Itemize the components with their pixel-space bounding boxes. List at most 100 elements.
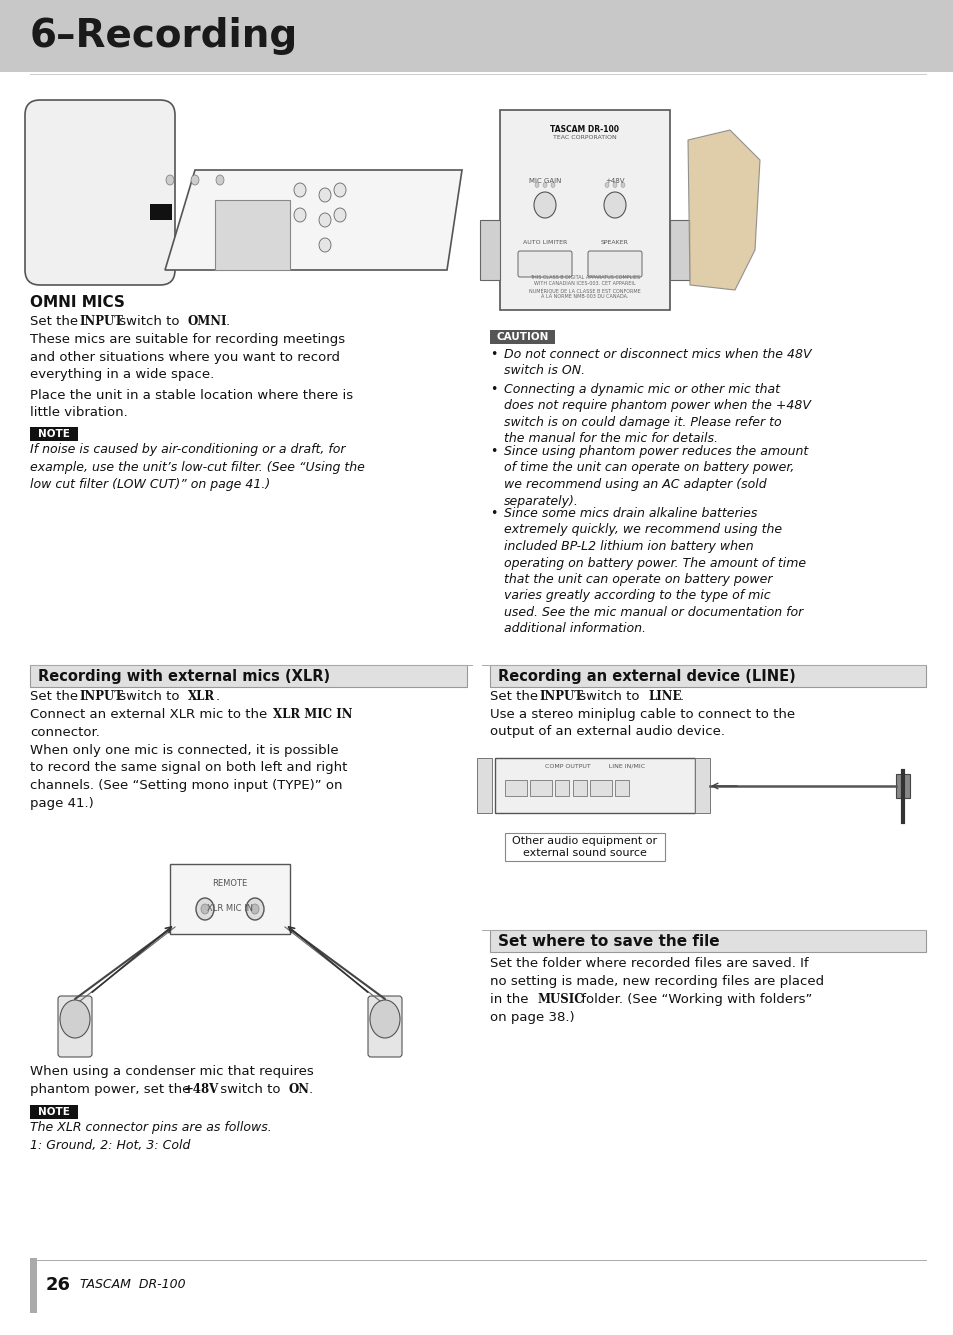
Text: folder. (See “Working with folders”: folder. (See “Working with folders” — [577, 993, 812, 1007]
Text: MUSIC: MUSIC — [537, 993, 583, 1007]
Bar — [615, 780, 628, 796]
Text: Set the: Set the — [490, 690, 542, 704]
Ellipse shape — [334, 183, 346, 198]
Text: Place the unit in a stable location where there is
little vibration.: Place the unit in a stable location wher… — [30, 388, 353, 419]
Text: Connecting a dynamic mic or other mic that
does not require phantom power when t: Connecting a dynamic mic or other mic th… — [503, 383, 810, 446]
Text: •: • — [490, 507, 497, 521]
Text: +48V: +48V — [604, 178, 624, 184]
Polygon shape — [687, 129, 760, 290]
Bar — [214, 200, 290, 270]
Text: on page 38.): on page 38.) — [490, 1011, 574, 1024]
Text: connector.: connector. — [30, 726, 100, 740]
Text: Set the folder where recorded files are saved. If
no setting is made, new record: Set the folder where recorded files are … — [490, 957, 823, 988]
Text: OMNI: OMNI — [188, 315, 227, 328]
Text: .: . — [226, 315, 230, 328]
Bar — [669, 220, 689, 280]
Ellipse shape — [191, 175, 199, 186]
Ellipse shape — [534, 192, 556, 218]
Text: These mics are suitable for recording meetings
and other situations where you wa: These mics are suitable for recording me… — [30, 332, 345, 380]
Text: •: • — [490, 383, 497, 396]
Ellipse shape — [318, 238, 331, 252]
Text: AUTO LIMITER: AUTO LIMITER — [522, 240, 566, 246]
Text: Set the: Set the — [30, 690, 82, 704]
Ellipse shape — [334, 208, 346, 222]
Text: SPEAKER: SPEAKER — [600, 240, 628, 246]
Text: LINE: LINE — [647, 690, 680, 704]
Text: •: • — [490, 348, 497, 360]
Text: •: • — [490, 445, 497, 458]
Bar — [30, 427, 78, 441]
Ellipse shape — [613, 183, 617, 187]
Text: Set the: Set the — [30, 315, 82, 328]
Text: switch to: switch to — [215, 1083, 284, 1096]
Ellipse shape — [603, 192, 625, 218]
Polygon shape — [165, 170, 461, 270]
Text: Recording with external mics (XLR): Recording with external mics (XLR) — [38, 669, 330, 684]
Bar — [170, 864, 290, 934]
Text: NOTE: NOTE — [38, 429, 70, 439]
Text: 26: 26 — [46, 1276, 71, 1294]
Text: 6–Recording: 6–Recording — [30, 17, 298, 55]
Ellipse shape — [294, 183, 306, 198]
Text: XLR MIC IN: XLR MIC IN — [273, 708, 352, 721]
Text: Use a stereo miniplug cable to connect to the
output of an external audio device: Use a stereo miniplug cable to connect t… — [490, 708, 794, 738]
Text: CAUTION: CAUTION — [496, 332, 548, 342]
Text: TASCAM  DR-100: TASCAM DR-100 — [80, 1279, 186, 1291]
Ellipse shape — [294, 208, 306, 222]
Text: When using a condenser mic that requires
phantom power, set the: When using a condenser mic that requires… — [30, 1065, 314, 1096]
Text: Do not connect or disconnect mics when the 48V
switch is ON.: Do not connect or disconnect mics when t… — [503, 348, 811, 378]
Ellipse shape — [60, 1000, 90, 1039]
Bar — [555, 780, 568, 796]
Bar — [499, 109, 669, 310]
Ellipse shape — [318, 188, 331, 202]
Text: XLR MIC IN: XLR MIC IN — [207, 904, 253, 913]
Text: MIC GAIN: MIC GAIN — [528, 178, 560, 184]
Bar — [490, 930, 925, 952]
Text: THIS CLASS B DIGITAL APPARATUS COMPLIES
WITH CANADIAN ICES-003. CET APPAREIL
NUM: THIS CLASS B DIGITAL APPARATUS COMPLIES … — [529, 275, 640, 299]
Bar — [476, 758, 492, 813]
Text: The XLR connector pins are as follows.
1: Ground, 2: Hot, 3: Cold: The XLR connector pins are as follows. 1… — [30, 1121, 272, 1152]
Bar — [530, 780, 552, 796]
Text: TEAC CORPORATION: TEAC CORPORATION — [553, 135, 617, 140]
Ellipse shape — [318, 214, 331, 227]
Bar — [589, 780, 612, 796]
Bar — [490, 330, 555, 344]
Ellipse shape — [166, 175, 173, 186]
Bar — [504, 833, 664, 861]
Bar — [479, 220, 499, 280]
Text: +48V: +48V — [184, 1083, 219, 1096]
Bar — [490, 665, 925, 688]
FancyBboxPatch shape — [587, 251, 641, 276]
Text: switch to: switch to — [575, 690, 643, 704]
Ellipse shape — [551, 183, 555, 187]
Ellipse shape — [542, 183, 546, 187]
Bar — [495, 758, 695, 813]
Text: INPUT: INPUT — [538, 690, 582, 704]
Text: Since using phantom power reduces the amount
of time the unit can operate on bat: Since using phantom power reduces the am… — [503, 445, 807, 507]
Ellipse shape — [215, 175, 224, 186]
Text: INPUT: INPUT — [79, 315, 123, 328]
FancyBboxPatch shape — [517, 251, 572, 276]
Text: switch to: switch to — [115, 315, 184, 328]
Text: Connect an external XLR mic to the: Connect an external XLR mic to the — [30, 708, 272, 721]
Text: in the: in the — [490, 993, 532, 1007]
Text: ON: ON — [289, 1083, 310, 1096]
Bar — [504, 780, 526, 796]
Ellipse shape — [604, 183, 608, 187]
Ellipse shape — [535, 183, 538, 187]
Bar — [573, 780, 586, 796]
Text: Recording an external device (LINE): Recording an external device (LINE) — [497, 669, 795, 684]
FancyBboxPatch shape — [368, 996, 401, 1057]
Bar — [30, 665, 467, 688]
Text: If noise is caused by air-conditioning or a draft, for
example, use the unit’s l: If noise is caused by air-conditioning o… — [30, 443, 364, 491]
Ellipse shape — [251, 904, 258, 914]
Ellipse shape — [620, 183, 624, 187]
Text: .: . — [215, 690, 220, 704]
Bar — [30, 1105, 78, 1119]
Bar — [0, 0, 953, 72]
Bar — [695, 758, 709, 813]
Text: .: . — [309, 1083, 313, 1096]
Text: When only one mic is connected, it is possible
to record the same signal on both: When only one mic is connected, it is po… — [30, 744, 347, 809]
Text: REMOTE: REMOTE — [213, 878, 248, 888]
Ellipse shape — [201, 904, 209, 914]
